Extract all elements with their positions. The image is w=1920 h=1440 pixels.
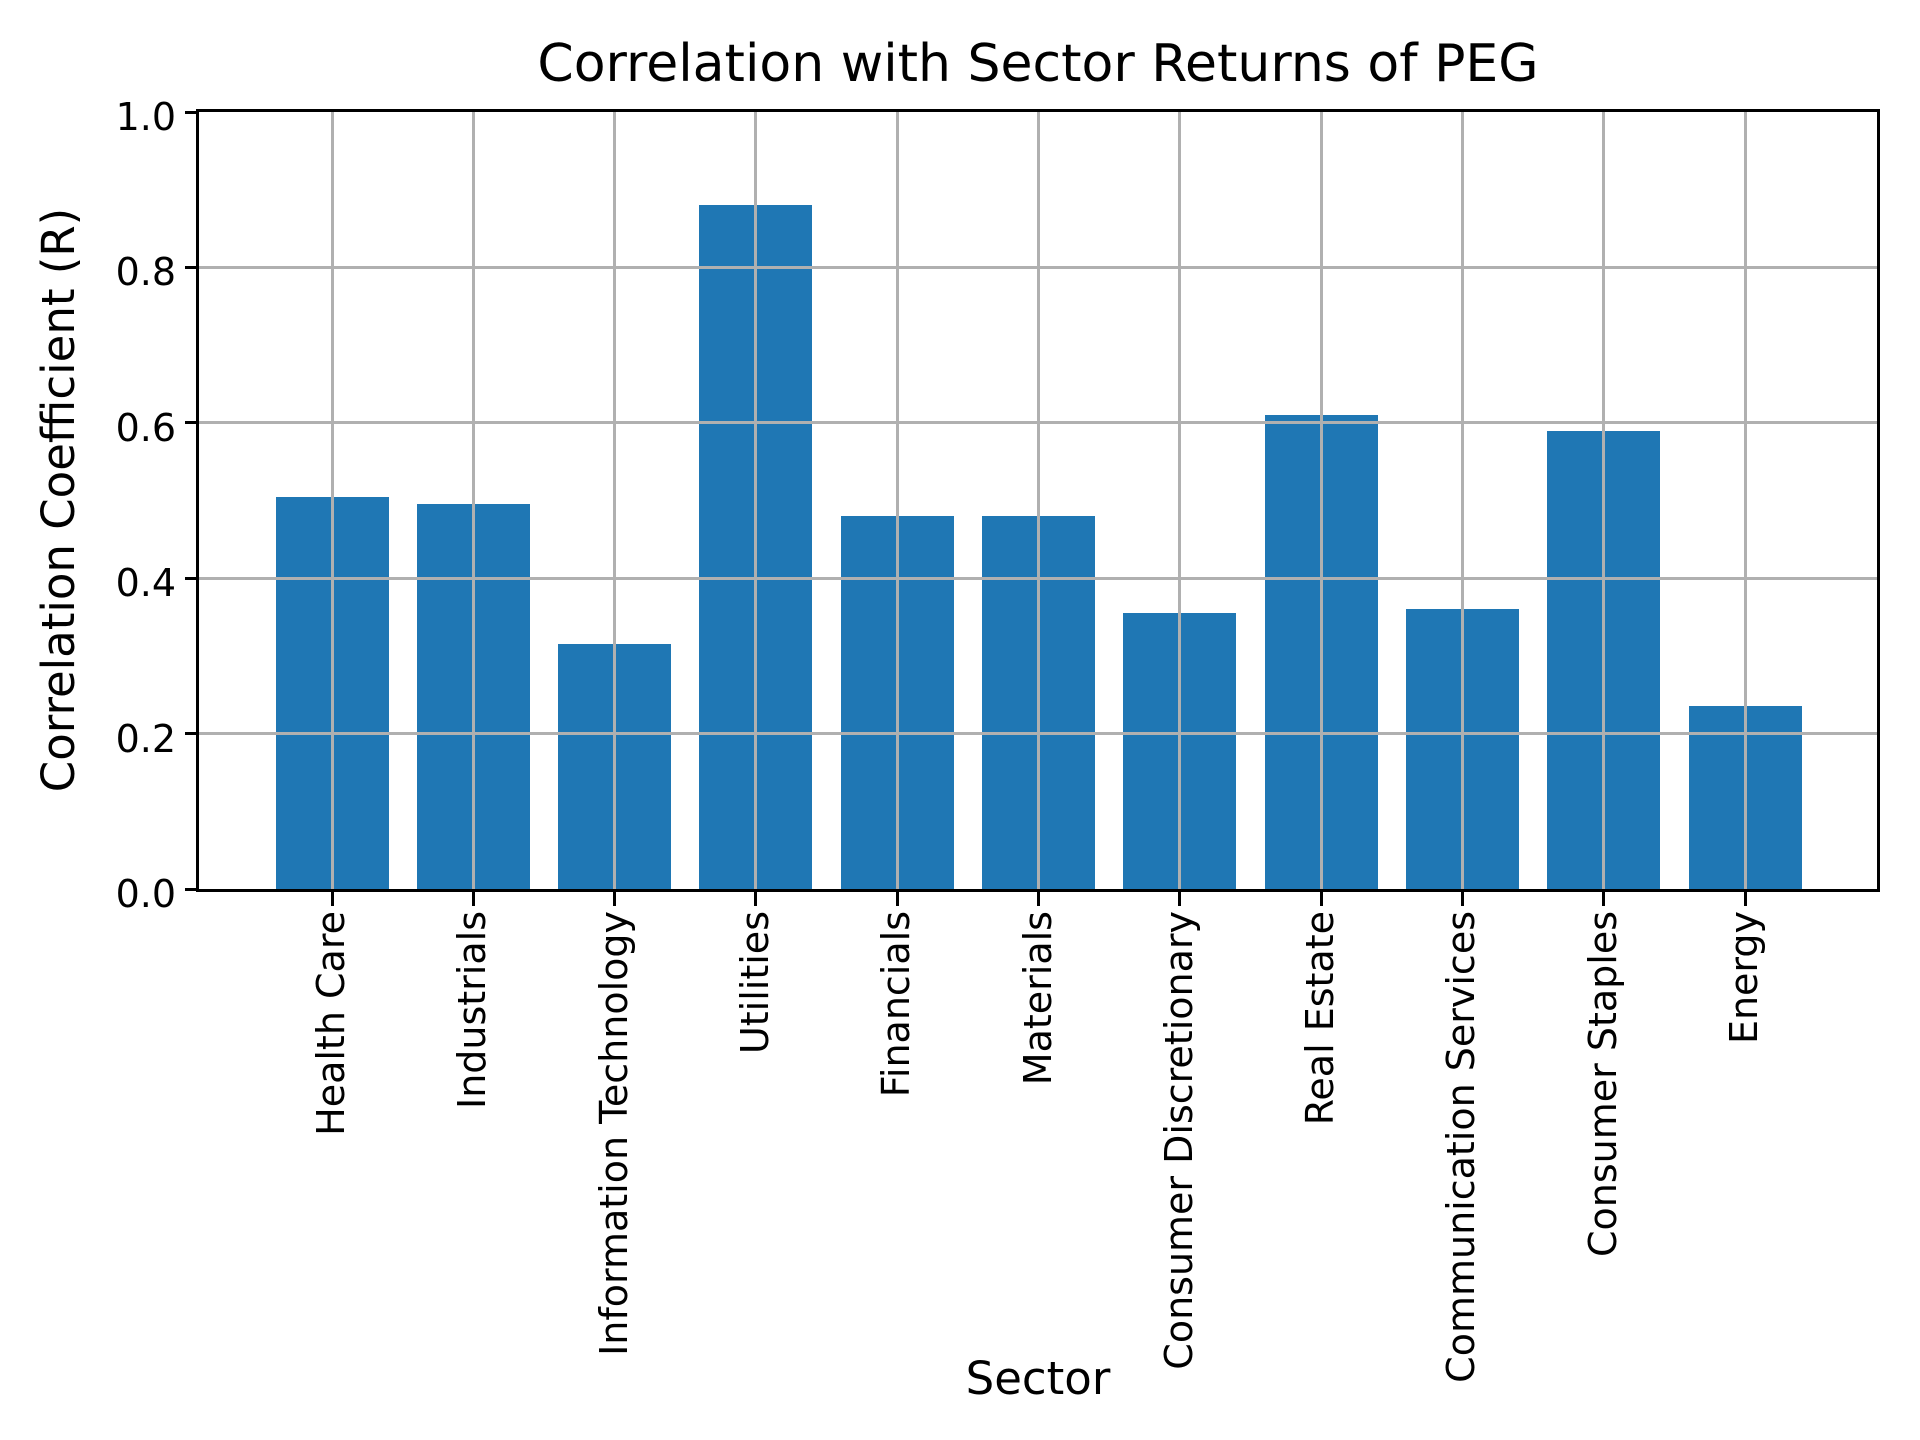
x-tick-label: Financials <box>874 911 919 1098</box>
gridline-v <box>1178 112 1182 889</box>
gridline-v <box>471 112 475 889</box>
plot-area <box>196 109 1880 892</box>
x-axis-label: Sector <box>965 1352 1111 1405</box>
gridline-v <box>1319 112 1323 889</box>
gridline-h <box>199 421 1877 425</box>
y-tick-label: 0.6 <box>115 405 176 450</box>
x-tick-label: Information Technology <box>591 911 636 1356</box>
y-tick-label: 0.2 <box>115 716 176 761</box>
x-axis-tick <box>895 890 899 906</box>
y-tick-label: 0.4 <box>115 561 176 606</box>
gridline-h <box>199 576 1877 580</box>
x-axis-tick <box>1743 890 1747 906</box>
gridline-v <box>613 112 617 889</box>
y-axis-tick <box>185 110 199 114</box>
x-axis-tick <box>1460 890 1464 906</box>
x-tick-label: Real Estate <box>1298 911 1343 1126</box>
y-axis-tick <box>185 887 199 891</box>
gridline-h <box>199 265 1877 269</box>
plot-inner <box>199 112 1877 889</box>
gridline-v <box>1743 112 1747 889</box>
x-tick-label: Communication Services <box>1439 911 1484 1383</box>
x-tick-label: Health Care <box>309 911 354 1136</box>
y-tick-label: 1.0 <box>115 95 176 139</box>
x-axis-tick <box>1319 890 1323 906</box>
y-axis-tick <box>185 265 199 269</box>
gridline-v <box>895 112 899 889</box>
x-tick-label: Materials <box>1015 911 1060 1086</box>
x-tick-label: Energy <box>1722 911 1767 1045</box>
gridline-v <box>330 112 334 889</box>
gridline-v <box>754 112 758 889</box>
x-axis-tick <box>1602 890 1606 906</box>
y-axis-label: Correlation Coefficient (R) <box>32 207 85 793</box>
x-tick-label: Utilities <box>733 911 778 1055</box>
gridline-v <box>1037 112 1040 889</box>
y-tick-label: 0.0 <box>115 872 176 916</box>
gridline-v <box>1460 112 1464 889</box>
x-axis-tick <box>471 890 475 906</box>
gridline-v <box>1602 112 1606 889</box>
x-axis-tick <box>1037 890 1040 906</box>
x-axis-tick <box>754 890 758 906</box>
x-axis-tick <box>330 890 334 906</box>
x-tick-label: Industrials <box>450 911 495 1110</box>
y-axis-tick <box>185 732 199 736</box>
chart-title: Correlation with Sector Returns of PEG <box>537 34 1539 94</box>
x-axis-tick <box>613 890 617 906</box>
x-tick-label: Consumer Staples <box>1580 911 1625 1258</box>
x-axis-tick <box>1178 890 1182 906</box>
y-axis-tick <box>185 576 199 580</box>
x-tick-label: Consumer Discretionary <box>1156 911 1201 1370</box>
y-tick-label: 0.8 <box>115 250 176 295</box>
y-axis-tick <box>185 421 199 425</box>
gridline-h <box>199 732 1877 736</box>
